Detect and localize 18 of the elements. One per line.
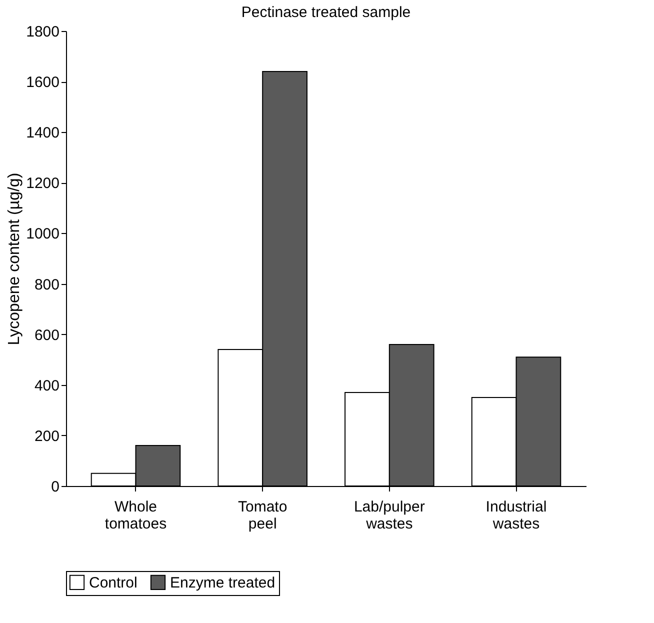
legend-label: Enzyme treated [170,574,276,592]
x-tick-label: Industrial wastes [486,498,547,532]
y-tick-label: 0 [51,478,60,496]
y-tick-label: 1200 [26,175,60,192]
y-tick-label: 1800 [26,24,60,40]
x-tick-label: Whole tomatoes [104,498,167,532]
y-axis-title: Lycopene content (µg/g) [6,172,24,346]
y-tick-label: 1000 [26,226,60,243]
y-tick-label: 1400 [26,124,60,142]
x-tick-label: Lab/pulper wastes [354,498,425,532]
y-tick-label: 800 [34,276,60,294]
chart-title: Pectinase treated sample [241,4,411,21]
legend-label: Control [89,574,138,592]
y-tick-label: 400 [34,377,60,394]
y-tick-label: 1600 [26,74,60,92]
y-tick-label: 600 [34,326,60,344]
x-tick-label: Tomato peel [238,498,288,532]
y-tick-label: 200 [34,428,60,445]
